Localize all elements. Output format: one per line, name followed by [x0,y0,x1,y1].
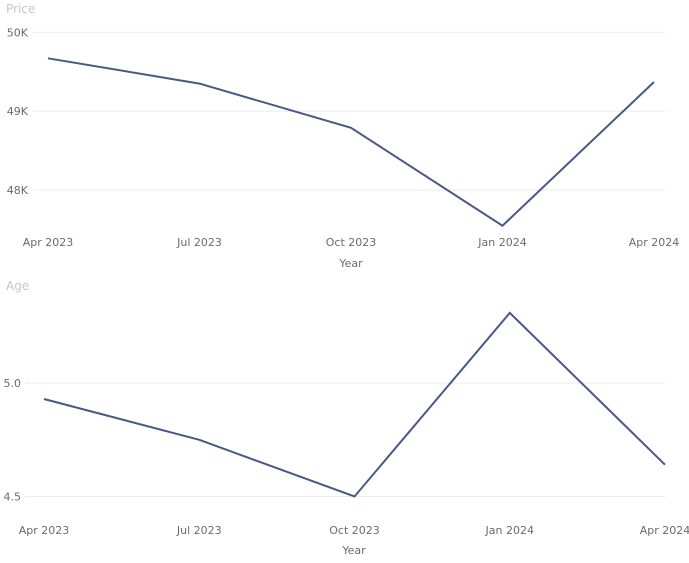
price-y-tick-label: 48K [7,184,29,197]
age-axis-title: Age [6,279,29,293]
age-series-line [43,311,666,498]
age-x-tick-label: Jan 2024 [485,524,534,537]
age-y-ticks: 5.0 4.5 [4,377,22,503]
age-x-tick-label: Oct 2023 [329,524,380,537]
age-x-tick-label: Apr 2023 [19,524,70,537]
age-y-tick-label: 5.0 [4,377,22,390]
price-x-tick-label: Apr 2024 [629,236,680,249]
price-x-tick-label: Jan 2024 [477,236,526,249]
price-x-tick-label: Apr 2023 [23,236,74,249]
age-x-tick-label: Apr 2024 [640,524,689,537]
price-chart: Price 50K 49K 48K Apr 2023 Jul 2023 Oct 2023… [6,2,679,270]
price-y-tick-label: 49K [7,105,29,118]
price-x-axis-title: Year [338,257,363,270]
price-x-tick-label: Oct 2023 [326,236,377,249]
age-gridlines [25,382,665,497]
price-gridlines [33,31,665,191]
age-x-tick-label: Jul 2023 [176,524,222,537]
price-x-tick-label: Jul 2023 [176,236,222,249]
age-chart: Age 5.0 4.5 Apr 2023 Jul 2023 Oct 2023 Jan 2… [4,279,689,557]
price-y-ticks: 50K 49K 48K [7,26,29,197]
price-axis-title: Price [6,2,35,16]
price-series-line [47,57,655,227]
age-y-tick-label: 4.5 [4,490,22,503]
age-x-ticks: Apr 2023 Jul 2023 Oct 2023 Jan 2024 Apr 2024 [19,524,689,537]
price-y-tick-label: 50K [7,26,29,39]
price-x-ticks: Apr 2023 Jul 2023 Oct 2023 Jan 2024 Apr 2024 [23,236,680,249]
age-x-axis-title: Year [341,544,366,557]
